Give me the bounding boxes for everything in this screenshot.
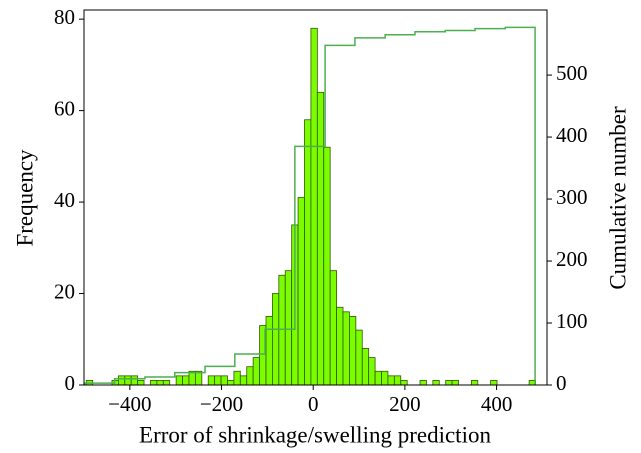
bar: [130, 375, 139, 386]
bar: [265, 316, 273, 386]
x-tick-label: 400: [481, 392, 513, 416]
bar: [316, 91, 325, 386]
bar: [336, 306, 344, 386]
bar: [368, 357, 376, 386]
y-axis-label: Frequency: [12, 149, 37, 247]
y2-tick-label: 500: [556, 61, 588, 85]
bar: [297, 197, 305, 386]
y-tick-label: 40: [54, 188, 75, 212]
plot-frame: [83, 9, 548, 386]
y2-tick-label: 200: [556, 247, 588, 271]
bar: [329, 270, 337, 386]
y-tick-label: 0: [65, 371, 76, 395]
bar: [175, 375, 183, 386]
bar: [227, 380, 235, 386]
y2-tick-label: 300: [556, 185, 588, 209]
bar: [284, 270, 293, 386]
bar: [252, 357, 260, 386]
bar: [272, 293, 280, 386]
x-axis-label: Error of shrinkage/swelling prediction: [139, 422, 491, 447]
x-tick-label: −200: [200, 392, 243, 416]
bar: [387, 375, 395, 386]
y-tick-label: 20: [54, 279, 75, 303]
y2-tick-label: 0: [556, 371, 567, 395]
bar: [246, 366, 254, 386]
bar: [117, 375, 126, 386]
bar: [490, 380, 498, 386]
x-tick-label: 0: [308, 392, 319, 416]
cumulative-line: [84, 26, 536, 385]
bar: [156, 380, 164, 386]
bar: [233, 370, 241, 386]
bar: [207, 375, 216, 386]
bar: [374, 370, 382, 386]
bar: [124, 375, 132, 386]
bar: [400, 380, 408, 386]
bar: [304, 119, 312, 386]
x-tick-label: 200: [389, 392, 421, 416]
bar: [162, 380, 171, 386]
bar: [214, 375, 222, 386]
y2-tick-label: 100: [556, 309, 588, 333]
bar: [342, 311, 350, 386]
y2-axis-label: Cumulative number: [605, 106, 630, 290]
bar: [323, 146, 331, 386]
bar: [445, 380, 453, 386]
bar: [355, 329, 363, 386]
bar: [470, 380, 479, 386]
bar: [278, 274, 286, 386]
bar: [137, 380, 145, 386]
y-tick-label: 60: [54, 96, 75, 120]
bar: [432, 380, 440, 386]
bar: [220, 375, 228, 386]
bar: [182, 375, 190, 386]
y-tick-label: 80: [54, 5, 75, 29]
bar: [393, 375, 402, 386]
y2-tick-label: 400: [556, 123, 588, 147]
bar: [150, 380, 158, 386]
x-tick-label: −400: [108, 392, 151, 416]
bar: [310, 27, 318, 386]
bar: [239, 375, 248, 386]
bar: [381, 370, 389, 386]
bar: [349, 316, 357, 386]
bar: [361, 348, 370, 386]
bar: [451, 380, 459, 386]
bar: [419, 380, 427, 386]
